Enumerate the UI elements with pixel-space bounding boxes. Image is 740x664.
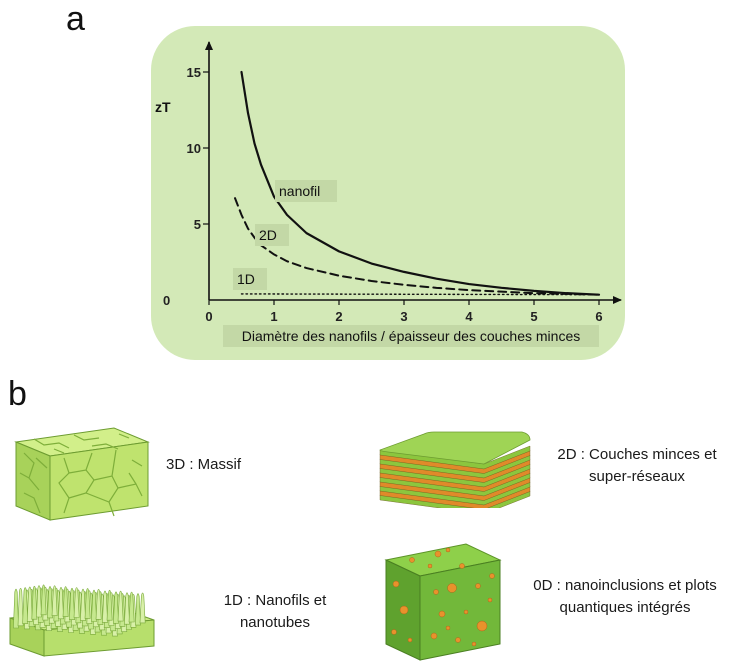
nanowire (40, 584, 47, 616)
nanowire (91, 589, 97, 622)
panel-b-label: b (8, 375, 27, 413)
nanowire (102, 590, 108, 623)
caption-3d: 3D : Massif (166, 456, 242, 473)
series-1D-line (240, 293, 600, 296)
nanowire (36, 585, 42, 618)
x-tick-label: 0 (205, 309, 212, 324)
nanoinclusion-dot (434, 550, 442, 558)
nanowire (73, 587, 80, 618)
nanoinclusion-dot (463, 609, 469, 615)
nanowire (124, 592, 130, 625)
nanowire (62, 586, 69, 617)
y-tick-label: 10 (187, 141, 201, 156)
nanowire (69, 587, 75, 620)
nanoinclusion-dot (489, 573, 495, 579)
nanoinclusion-dot (430, 632, 438, 640)
nanowire-array-icon (9, 584, 155, 657)
stack-top-layer (379, 431, 531, 465)
nanoinclusion-dot (476, 620, 488, 632)
nanowire (117, 590, 124, 622)
nanoinclusion-dot (407, 637, 413, 643)
nanoinclusion-dot (409, 557, 415, 563)
nanoinclusion-dot (471, 641, 477, 647)
nanoinclusion-dot (459, 563, 465, 569)
nanowire (80, 588, 86, 621)
nanowire (113, 591, 119, 624)
nanowire (84, 588, 91, 619)
nanoinclusion-dot (392, 580, 400, 588)
nanowire (26, 586, 33, 622)
nanoinclusion-dot (447, 583, 457, 593)
nanoinclusion-dot (433, 589, 439, 595)
nanowire (58, 587, 64, 620)
series-nanofil-line (240, 70, 601, 296)
annotation-bg (233, 268, 267, 290)
annotation-1D: 1D (237, 271, 255, 287)
caption-2d: 2D : Couches minces et super-réseaux (557, 446, 717, 485)
bulk-block-icon (14, 427, 150, 521)
nanoinclusion-dot (475, 583, 481, 589)
zt-chart: 0 1 2 3 4 5 6 5 10 15 0 zT Diamètre des nanofils / é… (155, 41, 622, 347)
nanowire (31, 585, 38, 620)
nanoinclusion-dot (399, 605, 409, 615)
stack-layer (379, 490, 531, 508)
x-tick-label: 5 (530, 309, 537, 324)
annotation-nanofil: nanofil (279, 183, 320, 199)
nanowire (139, 592, 146, 624)
nanoinclusion-dot (438, 610, 446, 618)
nanowire (13, 588, 19, 629)
nanoinclusion-dot (427, 563, 433, 569)
annotation-bg (275, 180, 337, 202)
layered-stack-icon (379, 431, 531, 508)
y-tick-label-zero: 0 (163, 293, 170, 308)
caption-0d: 0D : nanoinclusions et plots quantiques … (533, 577, 717, 616)
nanoinclusion-dot (455, 637, 461, 643)
dotted-cube-icon (384, 543, 502, 661)
y-axis-label: zT (155, 99, 171, 115)
nanowire (22, 587, 29, 624)
x-axis-label-bg (223, 325, 599, 347)
nanowire (47, 586, 53, 619)
nanowire (128, 591, 135, 623)
caption-1d: 1D : Nanofils et nanotubes (223, 592, 327, 631)
x-tick-label: 1 (270, 309, 277, 324)
annotation-2D: 2D (259, 227, 277, 243)
series-2D-line (234, 197, 600, 296)
nanowire (95, 589, 102, 620)
nanoinclusion-dot (445, 625, 451, 631)
nanowire (135, 593, 141, 626)
chart-panel: 0 1 2 3 4 5 6 5 10 15 0 zT Diamètre des nanofils / é… (151, 26, 625, 360)
nanoinclusion-dot (487, 597, 493, 603)
x-axis-label: Diamètre des nanofils / épaisseur des co… (242, 328, 581, 344)
nanowire (17, 588, 24, 627)
nanoinclusion-dot (391, 629, 397, 635)
x-tick-label: 3 (400, 309, 407, 324)
annotation-bg (255, 224, 289, 246)
panel-a-label: a (66, 0, 85, 38)
x-tick-label: 4 (465, 309, 473, 324)
x-tick-label: 2 (335, 309, 342, 324)
y-tick-label: 15 (187, 65, 201, 80)
nanowire (106, 589, 113, 621)
nanoinclusion-dot (445, 547, 451, 553)
x-tick-label: 6 (595, 309, 602, 324)
nanowire (51, 585, 58, 616)
y-tick-label: 5 (194, 217, 201, 232)
